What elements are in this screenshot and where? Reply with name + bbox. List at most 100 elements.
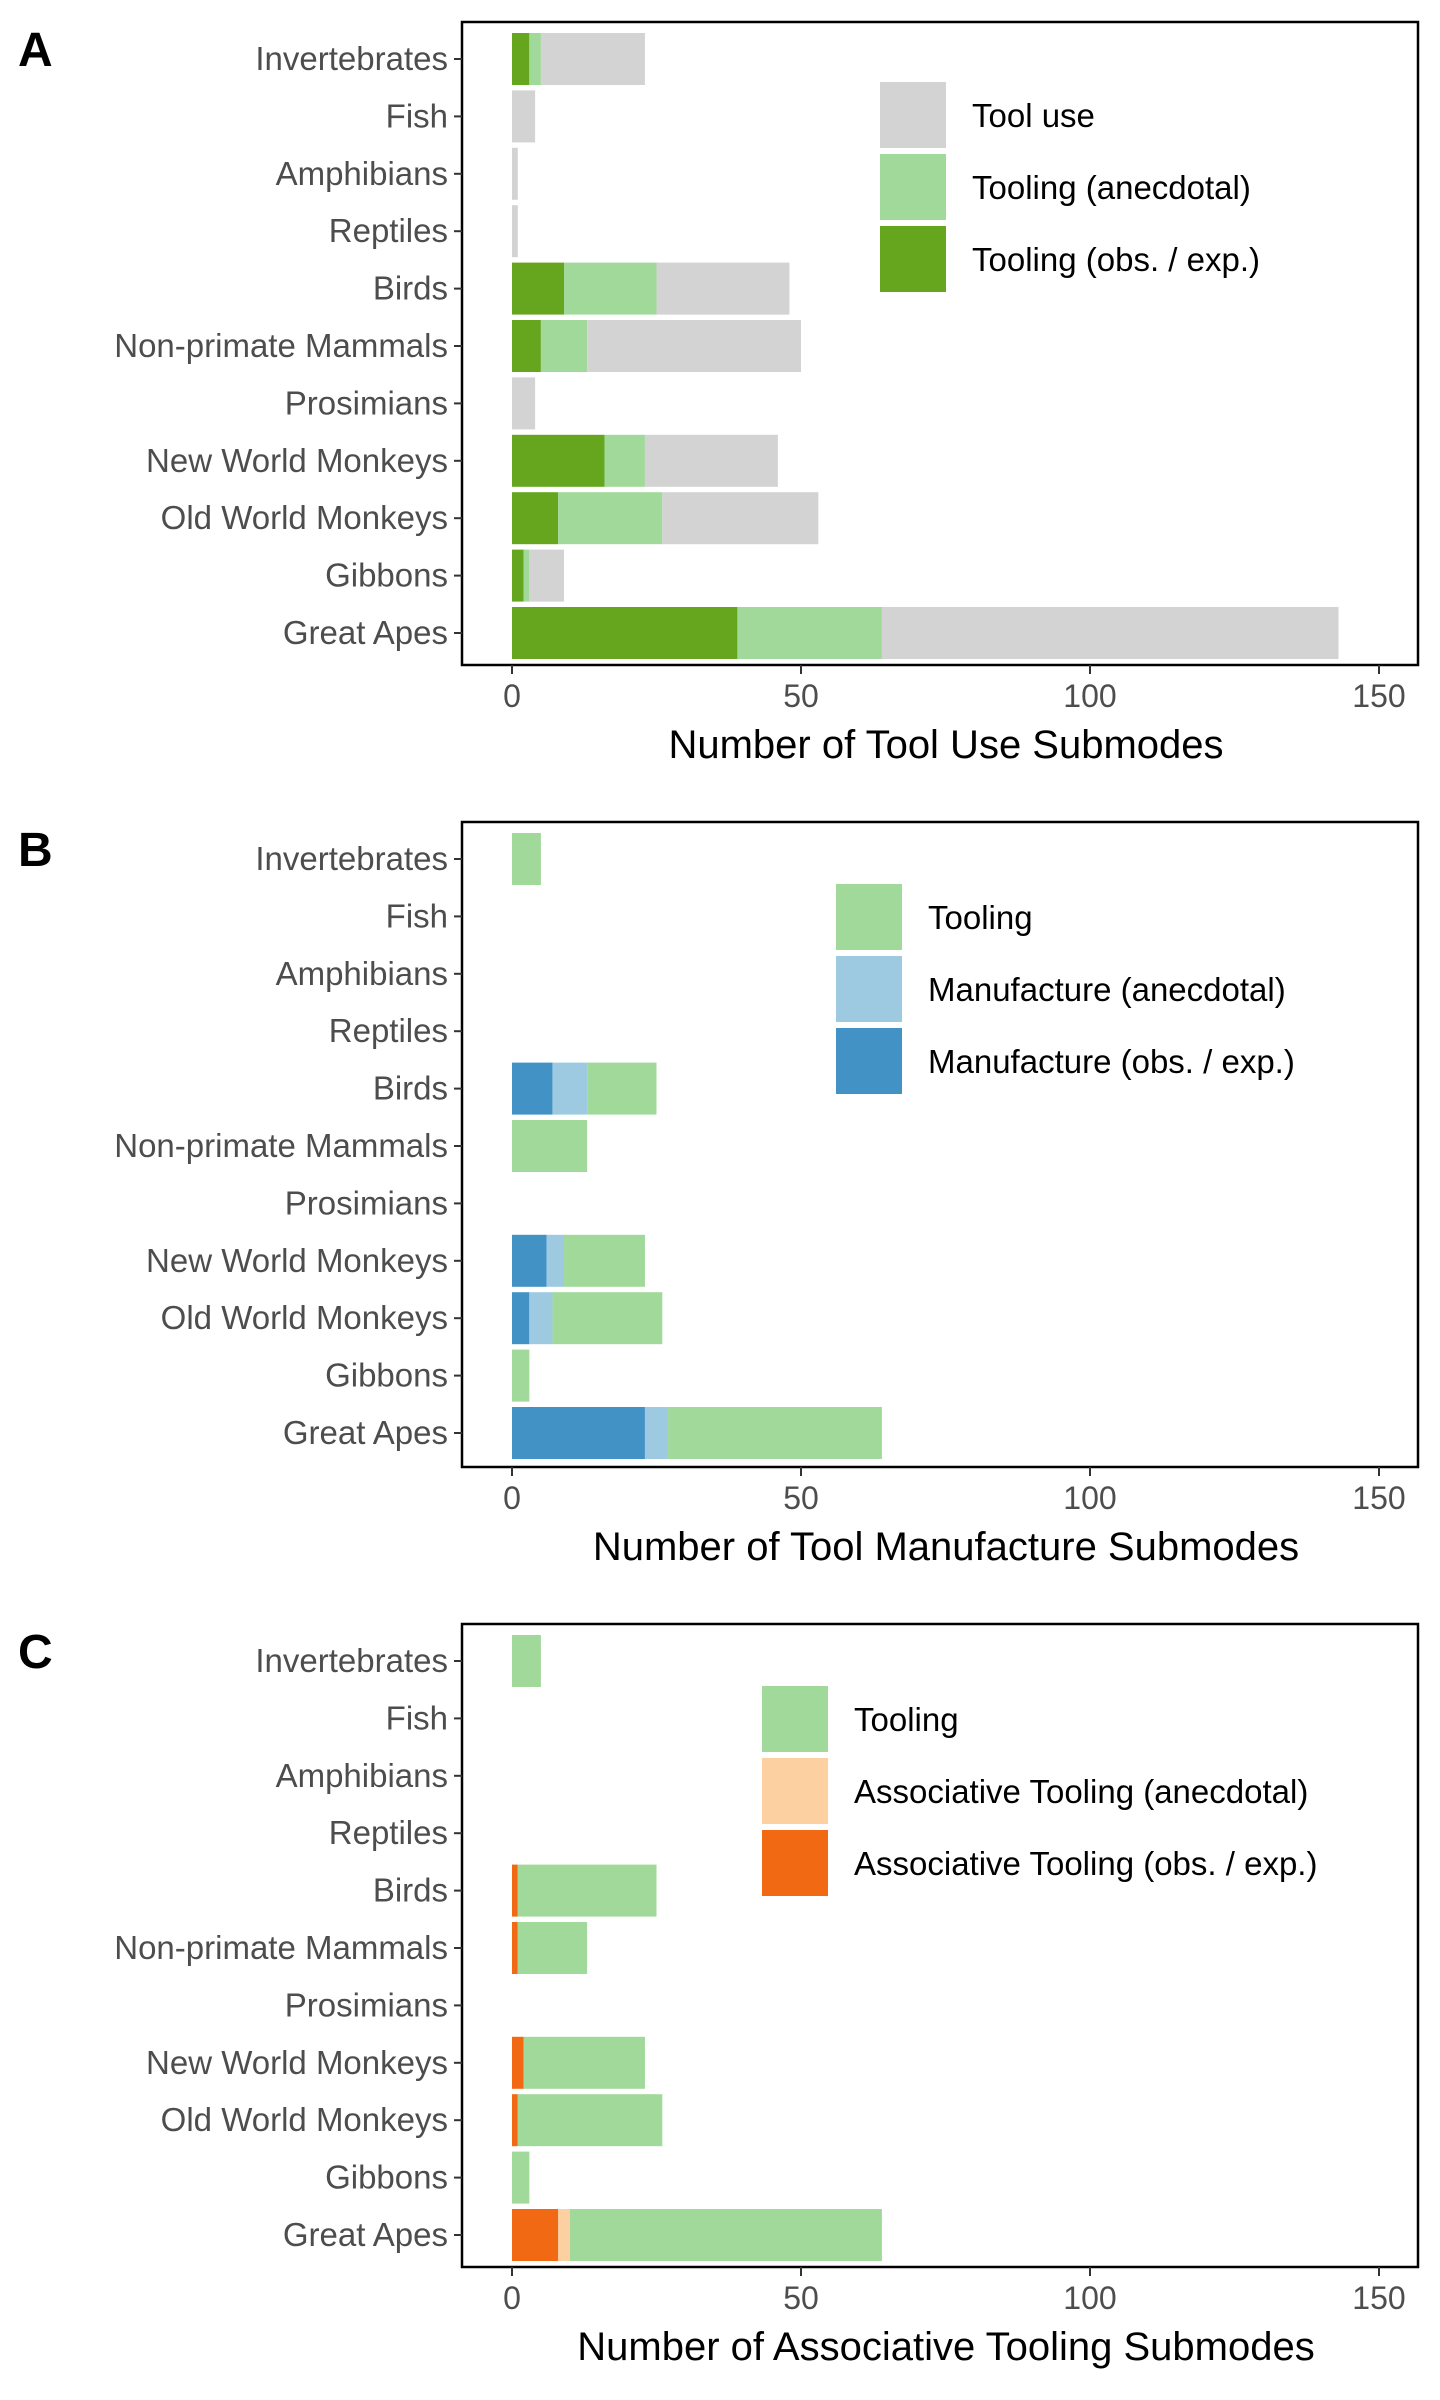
category-label-gibbons: Gibbons	[325, 557, 448, 594]
bar-gibbons-tool-use	[529, 549, 565, 602]
category-label-fish: Fish	[386, 97, 448, 134]
category-label-great-apes: Great Apes	[283, 2216, 448, 2253]
panel-c-x-tick-label: 150	[1352, 2280, 1405, 2316]
bar-great-apes-manufacture-anecdotal	[644, 1407, 669, 1459]
category-label-new-world-monkeys: New World Monkeys	[146, 442, 448, 479]
panel-a-x-tick-label: 150	[1352, 678, 1405, 714]
panel-c-frame	[460, 1622, 1420, 2269]
category-label-great-apes: Great Apes	[283, 1414, 448, 1451]
category-label-amphibians: Amphibians	[276, 955, 448, 992]
legend-swatch-tool-use	[880, 82, 946, 148]
bar-birds-associative-tooling-obs-exp	[512, 1864, 518, 1917]
panel-b-letter: B	[18, 824, 53, 877]
bar-gibbons-tooling	[512, 1349, 530, 1402]
panel-c-legend: Tooling Associative Tooling (anecdotal) As…	[762, 1686, 1317, 1896]
bar-great-apes-tooling-anecdotal	[737, 607, 882, 659]
legend-label-manufacture-anecdotal: Manufacture (anecdotal)	[928, 971, 1286, 1008]
category-label-fish: Fish	[386, 897, 448, 934]
category-label-invertebrates: Invertebrates	[255, 40, 448, 77]
bar-prosimians-tool-use	[512, 377, 536, 430]
category-label-new-world-monkeys: New World Monkeys	[146, 1242, 448, 1279]
bar-great-apes-associative-tooling-anecdotal	[558, 2209, 570, 2261]
panel-b-x-tick-label: 50	[783, 1480, 819, 1516]
panel-c-x-tick-label: 0	[503, 2280, 521, 2316]
category-label-birds: Birds	[373, 1070, 448, 1107]
panel-a-legend: Tool use Tooling (anecdotal) Tooling (obs.…	[880, 82, 1260, 292]
bar-birds-tooling-anecdotal	[564, 262, 657, 315]
bar-invertebrates-tooling	[512, 833, 541, 885]
bar-old-world-monkeys-manufacture-obs-exp	[512, 1292, 530, 1345]
legend-label-manufacture-obs-exp: Manufacture (obs. / exp.)	[928, 1043, 1295, 1080]
category-label-old-world-monkeys: Old World Monkeys	[161, 1299, 448, 1336]
bar-great-apes-manufacture-obs-exp	[512, 1407, 645, 1459]
bar-old-world-monkeys-associative-tooling-obs-exp	[512, 2094, 518, 2147]
panel-a-x-tick-label: 50	[783, 678, 819, 714]
bar-new-world-monkeys-associative-tooling-obs-exp	[512, 2036, 524, 2089]
bar-amphibians-tool-use	[512, 147, 518, 200]
legend-swatch-tooling	[836, 884, 902, 950]
bar-non-primate-mammals-tool-use	[587, 320, 801, 372]
legend-swatch-tooling-obs-exp	[880, 226, 946, 292]
bar-non-primate-mammals-tooling	[512, 1120, 588, 1172]
bar-birds-tooling	[517, 1864, 657, 1917]
legend-label-tooling: Tooling	[928, 899, 1033, 936]
bar-old-world-monkeys-manufacture-anecdotal	[529, 1292, 553, 1345]
bar-invertebrates-tooling-obs-exp	[512, 33, 530, 85]
bar-old-world-monkeys-tooling	[517, 2094, 663, 2147]
bar-birds-manufacture-anecdotal	[552, 1062, 588, 1115]
panel-a-x-tick-label: 100	[1063, 678, 1116, 714]
legend-swatch-tooling-anecdotal	[880, 154, 946, 220]
category-label-invertebrates: Invertebrates	[255, 840, 448, 877]
category-label-gibbons: Gibbons	[325, 2159, 448, 2196]
legend-label-associative-tooling-anecdotal: Associative Tooling (anecdotal)	[854, 1773, 1308, 1810]
panel-c: C Invertebrates Fish Amphibians Reptiles Bird…	[18, 1622, 1420, 2369]
panel-c-x-axis-title: Number of Associative Tooling Submodes	[577, 2325, 1314, 2369]
category-label-prosimians: Prosimians	[285, 384, 448, 421]
category-label-reptiles: Reptiles	[329, 1012, 448, 1049]
bar-great-apes-tooling	[569, 2209, 882, 2261]
bar-new-world-monkeys-tooling	[564, 1234, 645, 1287]
category-label-birds: Birds	[373, 1872, 448, 1909]
bar-gibbons-tooling-obs-exp	[512, 549, 524, 602]
bar-birds-manufacture-obs-exp	[512, 1062, 553, 1115]
panel-b: B Invertebrates Fish Amphibians Reptiles Bird…	[18, 820, 1420, 1569]
bar-birds-tooling-obs-exp	[512, 262, 565, 315]
category-label-new-world-monkeys: New World Monkeys	[146, 2044, 448, 2081]
bar-new-world-monkeys-tooling-anecdotal	[604, 434, 645, 487]
legend-label-tooling-anecdotal: Tooling (anecdotal)	[972, 169, 1251, 206]
bar-non-primate-mammals-tooling-obs-exp	[512, 320, 541, 372]
panel-a-frame	[460, 20, 1420, 667]
category-label-gibbons: Gibbons	[325, 1357, 448, 1394]
panel-b-legend: Tooling Manufacture (anecdotal) Manufactur…	[836, 884, 1295, 1094]
panel-a-x-axis-title: Number of Tool Use Submodes	[668, 723, 1223, 767]
bar-great-apes-associative-tooling-obs-exp	[512, 2209, 559, 2261]
bar-great-apes-tool-use	[881, 607, 1339, 659]
bar-invertebrates-tool-use	[540, 33, 645, 85]
panel-c-x-tick-label: 100	[1063, 2280, 1116, 2316]
panel-b-x-axis-title: Number of Tool Manufacture Submodes	[593, 1525, 1299, 1569]
category-label-old-world-monkeys: Old World Monkeys	[161, 2101, 448, 2138]
category-label-birds: Birds	[373, 270, 448, 307]
bar-old-world-monkeys-tooling-anecdotal	[558, 492, 663, 545]
category-label-reptiles: Reptiles	[329, 1814, 448, 1851]
bar-gibbons-tooling	[512, 2151, 530, 2204]
bar-great-apes-tooling-obs-exp	[512, 607, 738, 659]
legend-label-associative-tooling-obs-exp: Associative Tooling (obs. / exp.)	[854, 1845, 1317, 1882]
category-label-amphibians: Amphibians	[276, 155, 448, 192]
bar-new-world-monkeys-tool-use	[644, 434, 778, 487]
bar-old-world-monkeys-tooling	[552, 1292, 663, 1345]
legend-swatch-associative-tooling-anecdotal	[762, 1758, 828, 1824]
legend-label-tooling: Tooling	[854, 1701, 959, 1738]
category-label-non-primate-mammals: Non-primate Mammals	[114, 1929, 448, 1966]
bar-new-world-monkeys-tooling	[523, 2036, 645, 2089]
bar-new-world-monkeys-manufacture-obs-exp	[512, 1234, 547, 1287]
bar-fish-tool-use	[512, 90, 536, 143]
bar-birds-tooling	[587, 1062, 657, 1115]
category-label-prosimians: Prosimians	[285, 1184, 448, 1221]
legend-swatch-manufacture-obs-exp	[836, 1028, 902, 1094]
bar-new-world-monkeys-manufacture-anecdotal	[546, 1234, 565, 1287]
legend-label-tool-use: Tool use	[972, 97, 1095, 134]
bar-invertebrates-tooling	[512, 1635, 541, 1687]
panel-b-frame	[460, 820, 1420, 1469]
legend-swatch-associative-tooling-obs-exp	[762, 1830, 828, 1896]
